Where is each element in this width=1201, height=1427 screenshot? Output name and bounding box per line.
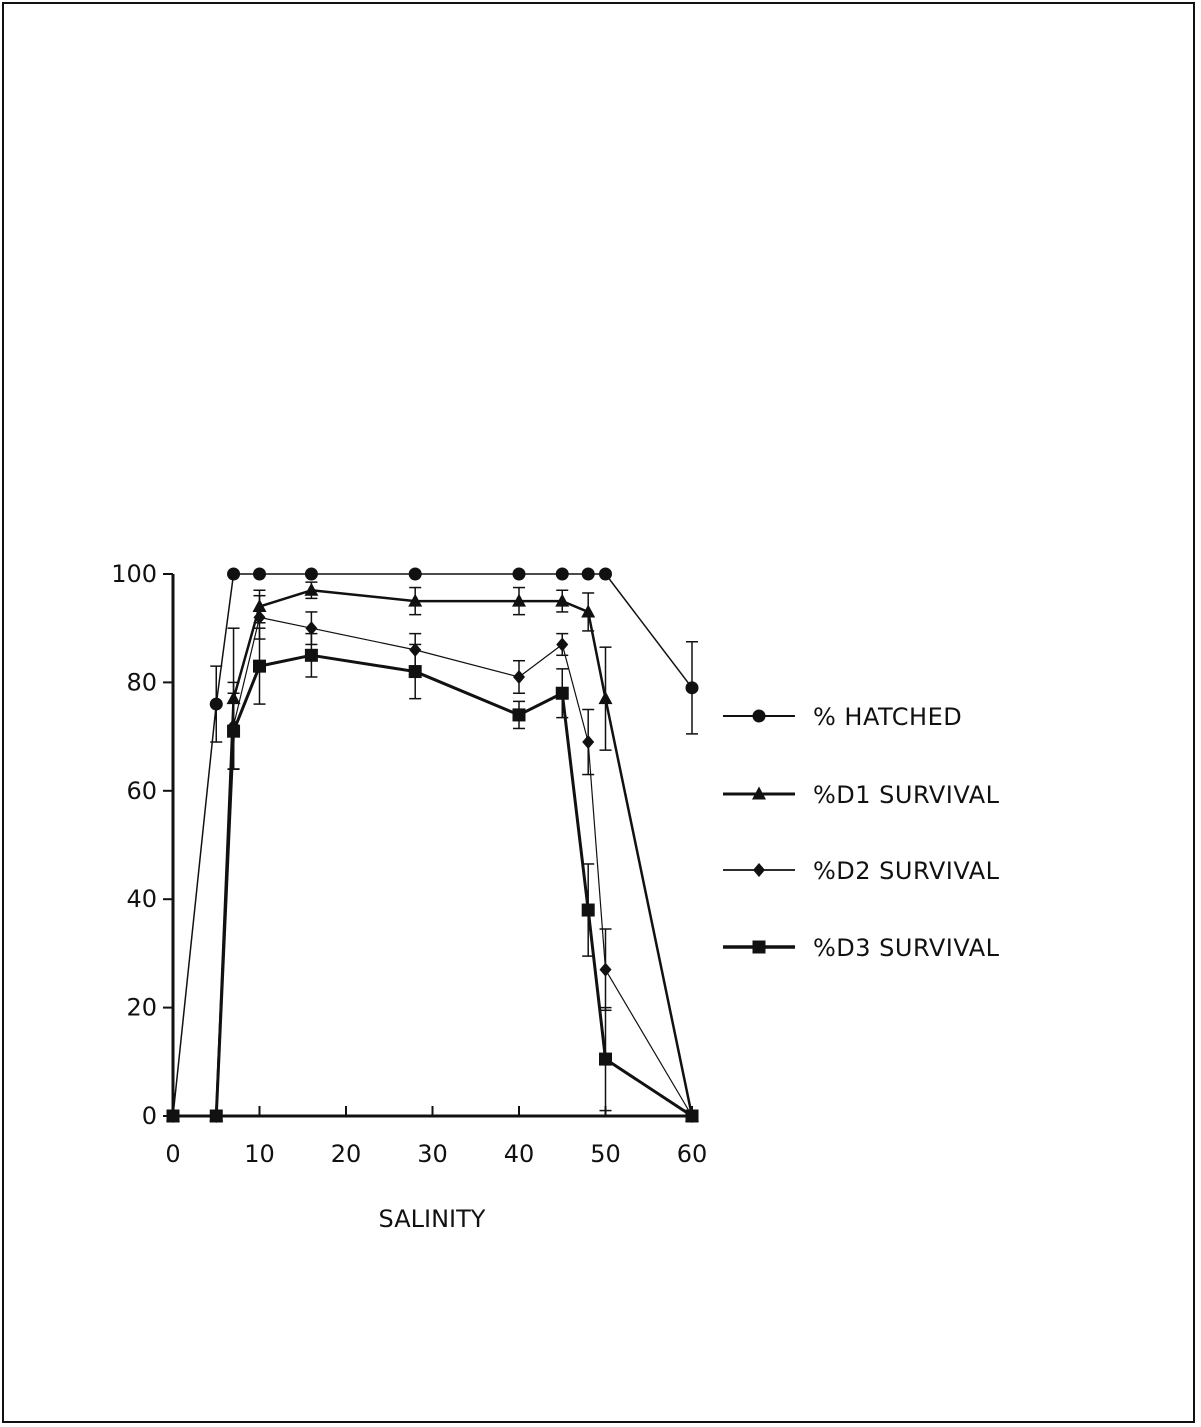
series-square — [166, 627, 699, 1123]
y-tick-label: 80 — [126, 668, 157, 696]
series-line — [173, 616, 693, 1117]
data-point-square — [408, 665, 422, 679]
data-point-circle — [227, 567, 241, 581]
data-point-triangle — [581, 604, 596, 618]
y-tick-label: 60 — [126, 777, 157, 805]
x-tick-label: 20 — [331, 1140, 362, 1168]
x-tick-label: 0 — [165, 1140, 180, 1168]
legend-marker-diamond — [753, 863, 765, 877]
data-point-circle — [599, 567, 612, 581]
y-tick-label: 20 — [126, 994, 157, 1022]
data-point-diamond — [556, 637, 569, 652]
data-point-square — [166, 1109, 180, 1123]
y-tick-label: 0 — [142, 1102, 157, 1130]
data-point-square — [209, 1109, 223, 1123]
data-point-square — [581, 903, 595, 917]
chart-axes: 0 20 40 60 80 100 0 10 20 30 40 50 60 — [111, 560, 707, 1168]
y-tick-label: 40 — [126, 885, 157, 913]
legend-item: %D1 SURVIVAL — [723, 781, 1000, 809]
data-point-circle — [685, 681, 699, 695]
data-point-square — [253, 659, 266, 673]
data-point-circle — [209, 697, 223, 711]
series-triangle — [166, 581, 699, 1122]
data-point-diamond — [582, 735, 595, 750]
data-point-circle — [581, 567, 595, 581]
x-axis-title: SALINITY — [379, 1205, 486, 1233]
data-point-square — [599, 1052, 612, 1066]
legend-label: % HATCHED — [813, 703, 962, 731]
data-point-square — [555, 686, 569, 700]
data-point-square — [685, 1109, 699, 1123]
y-tick-label: 100 — [111, 560, 157, 588]
data-point-square — [227, 724, 241, 738]
data-point-diamond — [513, 669, 525, 684]
legend-label: %D1 SURVIVAL — [813, 781, 1000, 809]
data-point-triangle — [598, 691, 613, 705]
legend-marker-square — [752, 940, 766, 954]
data-point-diamond — [253, 610, 266, 625]
series-line — [173, 653, 693, 1118]
data-point-circle — [555, 567, 569, 581]
data-point-triangle — [512, 593, 526, 607]
chart-legend: % HATCHED %D1 SURVIVAL %D2 SURVIVAL %D3 SUR… — [723, 703, 1000, 962]
data-point-circle — [512, 567, 526, 581]
x-tick-label: 60 — [677, 1140, 708, 1168]
data-point-circle — [408, 567, 422, 581]
data-point-triangle — [408, 593, 423, 607]
data-point-triangle — [304, 582, 319, 596]
x-tick-label: 50 — [590, 1140, 621, 1168]
data-point-diamond — [599, 962, 612, 977]
legend-label: %D3 SURVIVAL — [813, 934, 1000, 962]
legend-marker-circle — [752, 709, 766, 723]
legend-item: %D3 SURVIVAL — [723, 934, 1000, 962]
legend-item: % HATCHED — [723, 703, 962, 731]
legend-item: %D2 SURVIVAL — [723, 857, 1000, 885]
data-point-triangle — [555, 593, 570, 607]
legend-label: %D2 SURVIVAL — [813, 857, 1000, 885]
legend-marker-triangle — [752, 786, 766, 800]
data-point-circle — [253, 567, 266, 581]
data-point-square — [512, 708, 526, 722]
data-point-circle — [304, 567, 318, 581]
series-line — [173, 589, 694, 1118]
series-diamond — [167, 594, 698, 1123]
data-point-diamond — [305, 621, 318, 636]
x-tick-label: 10 — [244, 1140, 275, 1168]
data-point-square — [304, 648, 318, 662]
chart-series — [166, 567, 699, 1123]
x-tick-label: 40 — [504, 1140, 535, 1168]
x-tick-label: 30 — [417, 1140, 448, 1168]
